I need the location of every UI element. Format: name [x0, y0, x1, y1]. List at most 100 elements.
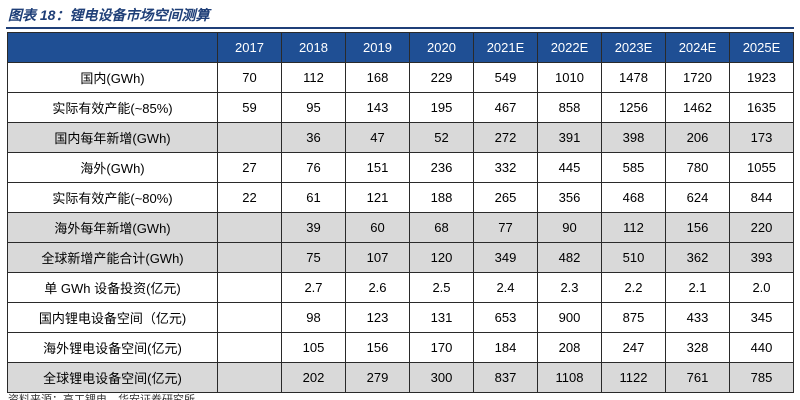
table-cell: 70 — [217, 62, 282, 93]
row-label: 国内锂电设备空间（亿元) — [7, 302, 218, 333]
column-header: 2017 — [217, 32, 282, 63]
title-divider — [6, 27, 794, 29]
table-cell: 2.3 — [537, 272, 602, 303]
table-cell: 202 — [281, 362, 346, 393]
column-header: 2020 — [409, 32, 474, 63]
table-cell: 272 — [473, 122, 538, 153]
table-cell — [217, 212, 282, 243]
table-cell: 39 — [281, 212, 346, 243]
table-cell: 761 — [665, 362, 730, 393]
table-row: 国内(GWh) 70 112 168 229 549 1010 1478 1720 1923 — [7, 62, 794, 93]
table-cell: 265 — [473, 182, 538, 213]
table-cell: 90 — [537, 212, 602, 243]
table-cell: 328 — [665, 332, 730, 363]
table-cell: 112 — [281, 62, 346, 93]
table-cell: 1108 — [537, 362, 602, 393]
column-header: 2024E — [665, 32, 730, 63]
table-cell: 393 — [729, 242, 794, 273]
row-label: 全球锂电设备空间(亿元) — [7, 362, 218, 393]
table-cell: 59 — [217, 92, 282, 123]
table-cell: 27 — [217, 152, 282, 183]
table-cell — [217, 302, 282, 333]
table-cell: 433 — [665, 302, 730, 333]
table-cell: 208 — [537, 332, 602, 363]
table-row: 实际有效产能(~80%) 22 61 121 188 265 356 468 624 844 — [7, 182, 794, 213]
column-header: 2025E — [729, 32, 794, 63]
table-cell: 131 — [409, 302, 474, 333]
table-cell: 900 — [537, 302, 602, 333]
table-cell: 156 — [665, 212, 730, 243]
header-row: 2017 2018 2019 2020 2021E 2022E 2023E 2024E 2025… — [7, 32, 794, 63]
table-cell: 445 — [537, 152, 602, 183]
table-cell: 195 — [409, 92, 474, 123]
table-cell: 1055 — [729, 152, 794, 183]
row-label: 实际有效产能(~85%) — [7, 92, 218, 123]
table-cell: 61 — [281, 182, 346, 213]
table-cell: 356 — [537, 182, 602, 213]
table-cell: 2.5 — [409, 272, 474, 303]
table-cell: 151 — [345, 152, 410, 183]
table-cell: 120 — [409, 242, 474, 273]
row-label: 国内每年新增(GWh) — [7, 122, 218, 153]
table-cell: 1720 — [665, 62, 730, 93]
row-label: 实际有效产能(~80%) — [7, 182, 218, 213]
table-cell: 2.2 — [601, 272, 666, 303]
table-cell: 47 — [345, 122, 410, 153]
row-label: 海外锂电设备空间(亿元) — [7, 332, 218, 363]
table-cell: 279 — [345, 362, 410, 393]
row-label: 海外每年新增(GWh) — [7, 212, 218, 243]
table-cell: 2.4 — [473, 272, 538, 303]
table-row: 海外(GWh) 27 76 151 236 332 445 585 780 1055 — [7, 152, 794, 183]
table-cell: 349 — [473, 242, 538, 273]
table-cell: 1923 — [729, 62, 794, 93]
table-row: 全球锂电设备空间(亿元) 202 279 300 837 1108 1122 761 785 — [7, 362, 794, 393]
table-cell: 1478 — [601, 62, 666, 93]
table-cell: 52 — [409, 122, 474, 153]
table-cell: 780 — [665, 152, 730, 183]
table-cell — [217, 122, 282, 153]
table-cell: 300 — [409, 362, 474, 393]
table-cell: 184 — [473, 332, 538, 363]
table-cell — [217, 362, 282, 393]
table-cell: 236 — [409, 152, 474, 183]
table-cell: 76 — [281, 152, 346, 183]
table-cell: 206 — [665, 122, 730, 153]
column-header: 2023E — [601, 32, 666, 63]
table-cell: 332 — [473, 152, 538, 183]
table-cell: 875 — [601, 302, 666, 333]
table-cell: 1635 — [729, 92, 794, 123]
table-cell: 2.7 — [281, 272, 346, 303]
table-cell: 1122 — [601, 362, 666, 393]
table-cell: 121 — [345, 182, 410, 213]
table-cell — [217, 272, 282, 303]
table-cell: 156 — [345, 332, 410, 363]
table-cell — [217, 332, 282, 363]
table-cell: 107 — [345, 242, 410, 273]
table-cell: 510 — [601, 242, 666, 273]
table-cell: 1256 — [601, 92, 666, 123]
table-cell: 1462 — [665, 92, 730, 123]
source-note: 资料来源：高工锂电，华安证券研究所 — [8, 394, 195, 400]
table-cell: 22 — [217, 182, 282, 213]
table-cell: 482 — [537, 242, 602, 273]
table-cell: 68 — [409, 212, 474, 243]
table-cell: 440 — [729, 332, 794, 363]
table-body: 国内(GWh) 70 112 168 229 549 1010 1478 1720 1923 实际有… — [7, 62, 794, 393]
table-cell: 837 — [473, 362, 538, 393]
column-header: 2019 — [345, 32, 410, 63]
table-cell: 247 — [601, 332, 666, 363]
table-cell: 60 — [345, 212, 410, 243]
figure-title: 图表 18：锂电设备市场空间测算 — [8, 7, 210, 23]
column-header: 2022E — [537, 32, 602, 63]
table-row: 海外锂电设备空间(亿元) 105 156 170 184 208 247 328 440 — [7, 332, 794, 363]
table-cell: 844 — [729, 182, 794, 213]
table-cell: 2.1 — [665, 272, 730, 303]
table-row: 实际有效产能(~85%) 59 95 143 195 467 858 1256 1462 1635 — [7, 92, 794, 123]
table-cell: 123 — [345, 302, 410, 333]
table-cell: 2.0 — [729, 272, 794, 303]
table-cell: 105 — [281, 332, 346, 363]
table-cell: 585 — [601, 152, 666, 183]
table-cell: 362 — [665, 242, 730, 273]
table-cell: 549 — [473, 62, 538, 93]
